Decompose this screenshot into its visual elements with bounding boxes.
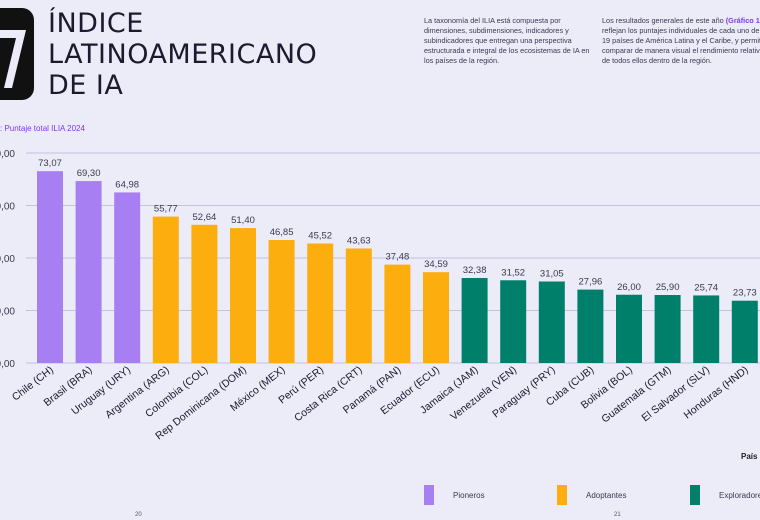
y-tick-label: 0,00 bbox=[0, 359, 15, 370]
data-label: 23,73 bbox=[733, 288, 757, 299]
bar bbox=[423, 272, 449, 363]
page-number-right: 21 bbox=[614, 512, 621, 518]
data-label: 52,64 bbox=[193, 212, 217, 223]
data-label: 25,90 bbox=[656, 282, 680, 293]
x-tick-label: El Salvador (SLV) bbox=[640, 364, 713, 424]
bar bbox=[191, 224, 218, 363]
bar bbox=[75, 181, 102, 363]
x-axis-label: País bbox=[741, 452, 758, 461]
data-label: 45,52 bbox=[308, 231, 332, 242]
data-label: 46,85 bbox=[270, 227, 294, 238]
chart-subtitle: : Puntaje total ILIA 2024 bbox=[0, 124, 85, 133]
bar bbox=[152, 216, 179, 363]
data-label: 32,38 bbox=[463, 265, 487, 276]
y-tick-label: 80,00 bbox=[0, 149, 15, 160]
data-label: 37,48 bbox=[386, 252, 410, 263]
bar bbox=[37, 171, 63, 363]
chart-reference-link: (Gráfico 1) bbox=[725, 16, 760, 25]
legend-swatch-pioneros bbox=[424, 485, 434, 505]
bar bbox=[693, 295, 720, 363]
data-label: 55,77 bbox=[154, 204, 178, 215]
title-line-3: DE IA bbox=[48, 70, 124, 101]
bar bbox=[500, 280, 527, 363]
bar bbox=[307, 243, 334, 363]
bar bbox=[616, 294, 642, 363]
bar bbox=[268, 240, 295, 363]
title-line-1: ÍNDICE bbox=[48, 8, 144, 39]
intro-right-text-start: Los resultados generales de este año bbox=[602, 16, 726, 25]
legend-label-pioneros: Pioneros bbox=[453, 491, 485, 500]
bar bbox=[230, 228, 256, 363]
legend-swatch-exploradores bbox=[690, 485, 700, 505]
y-tick-label: 20,00 bbox=[0, 307, 15, 318]
data-label: 69,30 bbox=[77, 168, 101, 179]
title-line-2: LATINOAMERICANO bbox=[48, 39, 318, 70]
data-label: 73,07 bbox=[38, 158, 62, 169]
x-tick-label: Costa Rica (CRT) bbox=[292, 364, 365, 424]
bar bbox=[538, 281, 565, 363]
data-label: 64,98 bbox=[115, 179, 139, 190]
data-label: 31,52 bbox=[501, 267, 525, 278]
data-label: 34,59 bbox=[424, 259, 448, 270]
data-label: 26,00 bbox=[617, 282, 641, 293]
seven-digit-icon bbox=[0, 30, 26, 88]
bar bbox=[384, 264, 411, 363]
intro-paragraph-right: Los resultados generales de este año (Gr… bbox=[602, 16, 760, 66]
x-tick-label: Guatemala (GTM) bbox=[599, 364, 673, 426]
bar bbox=[731, 300, 758, 363]
legend-swatch-adoptantes bbox=[557, 485, 567, 505]
report-logo-block bbox=[0, 8, 34, 100]
intro-paragraph-left: La taxonomía del ILIA está compuesta por… bbox=[424, 16, 590, 65]
y-tick-label: 40,00 bbox=[0, 254, 15, 265]
page-number-left: 20 bbox=[135, 512, 142, 518]
bar bbox=[654, 295, 681, 363]
bar bbox=[577, 289, 604, 363]
data-label: 27,96 bbox=[579, 277, 603, 288]
legend-label-adoptantes: Adoptantes bbox=[586, 491, 627, 500]
data-label: 51,40 bbox=[231, 215, 255, 226]
x-tick-label: Venezuela (VEN) bbox=[448, 364, 519, 423]
intro-right-text-end: , reflejan los puntajes individuales de … bbox=[602, 26, 760, 65]
legend-label-exploradores: Exploradores bbox=[719, 491, 760, 500]
data-label: 25,74 bbox=[694, 282, 718, 293]
y-tick-label: 60,00 bbox=[0, 202, 15, 213]
data-label: 31,05 bbox=[540, 268, 564, 279]
bar bbox=[345, 248, 372, 363]
bar bbox=[114, 192, 141, 363]
data-label: 43,63 bbox=[347, 235, 371, 246]
x-tick-label: Honduras (HND) bbox=[682, 364, 751, 422]
bar bbox=[461, 278, 488, 363]
page-title: ÍNDICE LATINOAMERICANO DE IA bbox=[48, 8, 317, 101]
